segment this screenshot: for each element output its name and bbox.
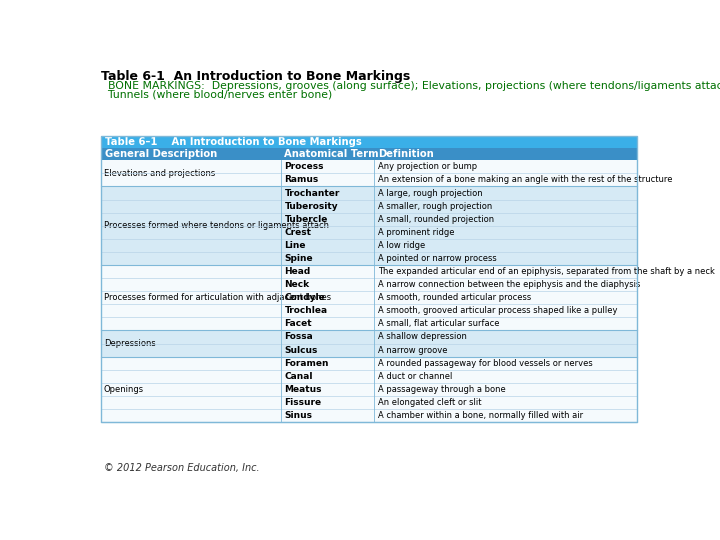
Text: Sulcus: Sulcus [284, 346, 318, 355]
Text: General Description: General Description [104, 149, 217, 159]
Text: Ramus: Ramus [284, 176, 319, 185]
Text: A passageway through a bone: A passageway through a bone [378, 385, 506, 394]
Text: Table 6-1  An Introduction to Bone Markings: Table 6-1 An Introduction to Bone Markin… [101, 70, 410, 83]
Text: Sinus: Sinus [284, 411, 312, 420]
Text: A smooth, rounded articular process: A smooth, rounded articular process [378, 293, 531, 302]
Text: A shallow depression: A shallow depression [378, 333, 467, 341]
Text: Spine: Spine [284, 254, 313, 263]
Text: Elevations and projections: Elevations and projections [104, 169, 215, 178]
Text: Openings: Openings [104, 385, 144, 394]
Text: Foramen: Foramen [284, 359, 329, 368]
Text: Crest: Crest [284, 228, 311, 237]
Text: Neck: Neck [284, 280, 310, 289]
Text: A pointed or narrow process: A pointed or narrow process [378, 254, 497, 263]
Text: © 2012 Pearson Education, Inc.: © 2012 Pearson Education, Inc. [104, 463, 260, 473]
Text: Tuberosity: Tuberosity [284, 201, 338, 211]
Text: Tunnels (where blood/nerves enter bone): Tunnels (where blood/nerves enter bone) [101, 90, 332, 99]
Text: A small, flat articular surface: A small, flat articular surface [378, 319, 500, 328]
Text: Trochanter: Trochanter [284, 188, 340, 198]
Text: Processes formed where tendons or ligaments attach: Processes formed where tendons or ligame… [104, 221, 329, 230]
Text: Canal: Canal [284, 372, 313, 381]
Text: A smooth, grooved articular process shaped like a pulley: A smooth, grooved articular process shap… [378, 306, 618, 315]
Text: A small, rounded projection: A small, rounded projection [378, 215, 495, 224]
Text: Trochlea: Trochlea [284, 306, 328, 315]
Text: A low ridge: A low ridge [378, 241, 426, 250]
Bar [101, 148, 637, 160]
Text: A narrow groove: A narrow groove [378, 346, 448, 355]
Text: Condyle: Condyle [284, 293, 325, 302]
Text: Fossa: Fossa [284, 333, 313, 341]
Text: A duct or channel: A duct or channel [378, 372, 453, 381]
Bar [101, 136, 637, 422]
Text: Process: Process [284, 163, 324, 171]
Text: Fissure: Fissure [284, 398, 322, 407]
Text: An elongated cleft or slit: An elongated cleft or slit [378, 398, 482, 407]
Text: Facet: Facet [284, 319, 312, 328]
Bar [101, 136, 637, 148]
Text: Tubercle: Tubercle [284, 215, 328, 224]
Text: BONE MARKINGS:  Depressions, grooves (along surface); Elevations, projections (w: BONE MARKINGS: Depressions, grooves (alo… [101, 81, 720, 91]
Text: Processes formed for articulation with adjacent bones: Processes formed for articulation with a… [104, 293, 331, 302]
Text: Definition: Definition [378, 149, 434, 159]
Bar [101, 330, 637, 356]
Text: Table 6–1    An Introduction to Bone Markings: Table 6–1 An Introduction to Bone Markin… [104, 137, 361, 147]
Text: Depressions: Depressions [104, 339, 156, 348]
Text: A chamber within a bone, normally filled with air: A chamber within a bone, normally filled… [378, 411, 583, 420]
Bar [101, 356, 637, 422]
Text: A smaller, rough projection: A smaller, rough projection [378, 201, 492, 211]
Text: An extension of a bone making an angle with the rest of the structure: An extension of a bone making an angle w… [378, 176, 672, 185]
Text: A narrow connection between the epiphysis and the diaphysis: A narrow connection between the epiphysi… [378, 280, 641, 289]
Text: Line: Line [284, 241, 306, 250]
Text: A rounded passageway for blood vessels or nerves: A rounded passageway for blood vessels o… [378, 359, 593, 368]
Text: The expanded articular end of an epiphysis, separated from the shaft by a neck: The expanded articular end of an epiphys… [378, 267, 715, 276]
Text: Meatus: Meatus [284, 385, 322, 394]
Text: A large, rough projection: A large, rough projection [378, 188, 483, 198]
Text: Any projection or bump: Any projection or bump [378, 163, 477, 171]
Bar [101, 160, 637, 186]
Text: Anatomical Term: Anatomical Term [284, 149, 379, 159]
Bar [101, 265, 637, 330]
Text: A prominent ridge: A prominent ridge [378, 228, 455, 237]
Text: Head: Head [284, 267, 310, 276]
Bar [101, 186, 637, 265]
